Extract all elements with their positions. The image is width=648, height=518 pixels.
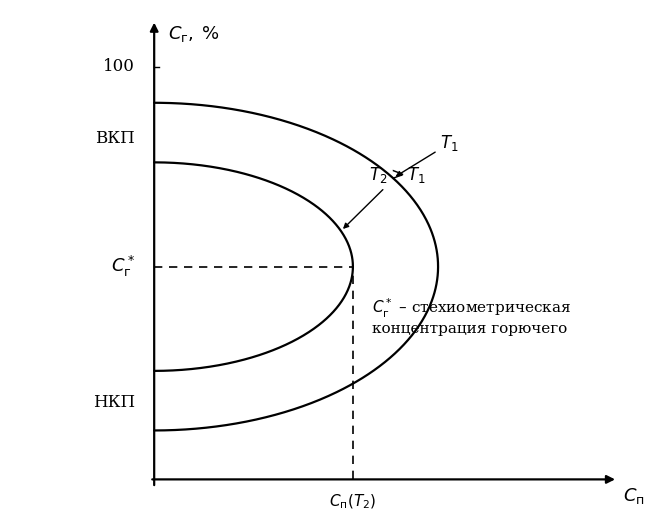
Text: $C_{\text{п}}$: $C_{\text{п}}$	[623, 486, 644, 506]
Text: $C_{\text{г}}^*$: $C_{\text{г}}^*$	[111, 254, 135, 279]
Text: 100: 100	[104, 58, 135, 75]
Text: $C_{\text{г}}^*$ – стехиометрическая
концентрация горючего: $C_{\text{г}}^*$ – стехиометрическая кон…	[372, 296, 571, 336]
Text: $C_{\text{п}}(T_2)$: $C_{\text{п}}(T_2)$	[329, 492, 376, 511]
Text: $C_{\text{г}},\;\%$: $C_{\text{г}},\;\%$	[168, 24, 220, 44]
Text: НКП: НКП	[93, 394, 135, 411]
Text: $T_1$: $T_1$	[397, 133, 459, 176]
Text: ВКП: ВКП	[95, 131, 135, 148]
Text: $T_2 > T_1$: $T_2 > T_1$	[344, 165, 426, 228]
